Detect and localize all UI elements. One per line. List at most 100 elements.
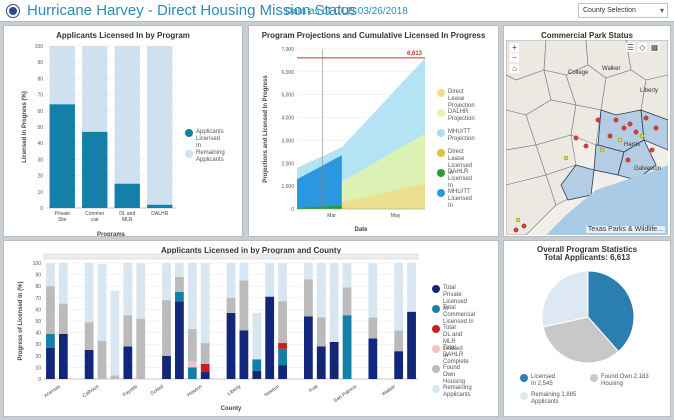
bar-segment [200, 372, 210, 379]
bar-segment [394, 351, 404, 379]
x-tick-label: Hewton [186, 384, 204, 399]
bar-segment [226, 297, 236, 313]
bar-segment [187, 367, 197, 379]
y-tick-label: 30 [37, 157, 43, 163]
bar-segment [187, 329, 197, 362]
bar-segment [265, 263, 275, 297]
legend-label: Total DL and MLR Leased In [443, 325, 463, 359]
fema-logo [6, 4, 20, 18]
bar-segment [394, 263, 404, 331]
legend-swatch [432, 285, 440, 293]
y-tick-label: 0 [38, 377, 41, 383]
legend-label: Remaining 1,885 Applicants [531, 392, 577, 405]
y-tick-label: 70 [37, 93, 43, 99]
legend-swatch [432, 325, 440, 333]
bar-segment [162, 300, 171, 356]
legend-label: Direct Lease Licensed In [448, 149, 473, 176]
y-tick-label: 4,000 [281, 116, 294, 122]
zoom-out-button[interactable]: − [510, 53, 519, 62]
x-tick-label: Fayette [122, 384, 139, 399]
y-tick-label: 60 [35, 307, 41, 313]
legend-swatch [437, 129, 445, 137]
map-place-label: Walker [602, 66, 620, 72]
y-tick-label: 60 [37, 109, 43, 115]
y-axis-title: Licensed In Progress (%) [22, 91, 28, 163]
legend-label: Applicants Licensed In [196, 129, 224, 149]
pie-slice [541, 270, 589, 328]
bar-segment [329, 341, 339, 379]
bar-segment [58, 333, 68, 379]
bar-segment [200, 363, 210, 373]
y-tick-label: 30 [35, 342, 41, 348]
bar-segment [239, 330, 249, 379]
legend-swatch [590, 374, 598, 382]
x-tick-label: Newton [264, 384, 282, 399]
x-tick-label: Polk [308, 383, 320, 394]
y-tick-label: 90 [37, 60, 43, 66]
legend-swatch [437, 109, 445, 117]
park-marker [643, 115, 649, 121]
applicants-by-program-legend: Applicants Licensed In Remaining Applica… [185, 129, 241, 169]
legend-label: Total Private Licensed In [443, 285, 468, 312]
bar-segment [136, 263, 146, 319]
bar-remaining [147, 46, 173, 205]
y-tick-label: 100 [33, 261, 42, 267]
bar-segment [175, 276, 184, 292]
x-axis-title: Programs [97, 232, 126, 237]
bar-segment [84, 322, 94, 350]
x-tick-label: Goliad [149, 384, 164, 397]
pie-slice [542, 316, 620, 364]
county-shape [640, 74, 668, 121]
stats-legend: Licensed In 2,545 Found Own 2,183 Housin… [520, 374, 668, 414]
legend-label: DALHR Projection [448, 109, 475, 122]
y-tick-label: 80 [37, 76, 43, 82]
bar-licensed-in [114, 183, 140, 208]
x-tick-label: DL and [119, 211, 135, 217]
x-tick-label: San Patricio [333, 384, 359, 405]
x-tick-label: Liberty [226, 383, 242, 397]
x-tick-label: May [391, 213, 401, 219]
bar-segment [368, 317, 378, 339]
projection-area [297, 183, 425, 209]
map-place-label: Liberty [640, 88, 658, 94]
bar-segment [46, 347, 55, 379]
bar-licensed-in [49, 104, 75, 208]
commercial-park-map-panel: Commercial Park Status [503, 25, 671, 237]
legend-swatch [185, 150, 193, 158]
y-tick-label: 70 [35, 296, 41, 302]
legend-swatch [437, 169, 445, 177]
bar-segment [58, 263, 68, 304]
layers-icon[interactable]: ◇ [638, 43, 647, 52]
park-marker [653, 125, 659, 131]
zoom-in-button[interactable]: + [510, 43, 519, 52]
county-progress-panel: Applicants Licensed in by Program and Co… [3, 240, 499, 417]
basemap-icon[interactable]: ▦ [650, 43, 659, 52]
bar-segment [239, 263, 249, 281]
projections-legend: Direct Lease Projection DALHR Projection… [437, 89, 497, 219]
legend-label: Total DAHLR Complete [443, 345, 469, 365]
app-header: Hurricane Harvey - Direct Housing Missio… [0, 0, 674, 22]
legend-swatch [185, 129, 193, 137]
bar-segment [200, 263, 210, 344]
y-tick-label: 90 [35, 273, 41, 279]
bar-segment [84, 263, 94, 323]
county-shape-galveston [617, 139, 657, 181]
data-date: Data as of COB 03/26/2018 [285, 6, 408, 17]
bar-segment [407, 263, 416, 312]
legend-icon[interactable]: ☰ [626, 43, 635, 52]
home-icon[interactable]: ⌂ [510, 64, 519, 73]
y-tick-label: 40 [37, 141, 43, 147]
legend-label: Found Own 2,183 Housing [601, 374, 649, 387]
applicants-by-program-title: Applicants Licensed In by Program [56, 31, 190, 40]
county-selection-dropdown[interactable]: County Selection ▾ [578, 3, 668, 18]
bar-segment [123, 263, 133, 316]
pie-slice [587, 270, 635, 353]
bar-segment [58, 303, 68, 334]
park-marker [573, 135, 579, 141]
bar-segment [278, 365, 287, 379]
bar-remaining [114, 46, 140, 184]
x-tick-label: DALHR [151, 211, 168, 217]
map-view[interactable]: College Walker Liberty Harris Galveston … [506, 40, 668, 235]
bar-segment [407, 311, 416, 379]
bar-segment [123, 315, 133, 347]
